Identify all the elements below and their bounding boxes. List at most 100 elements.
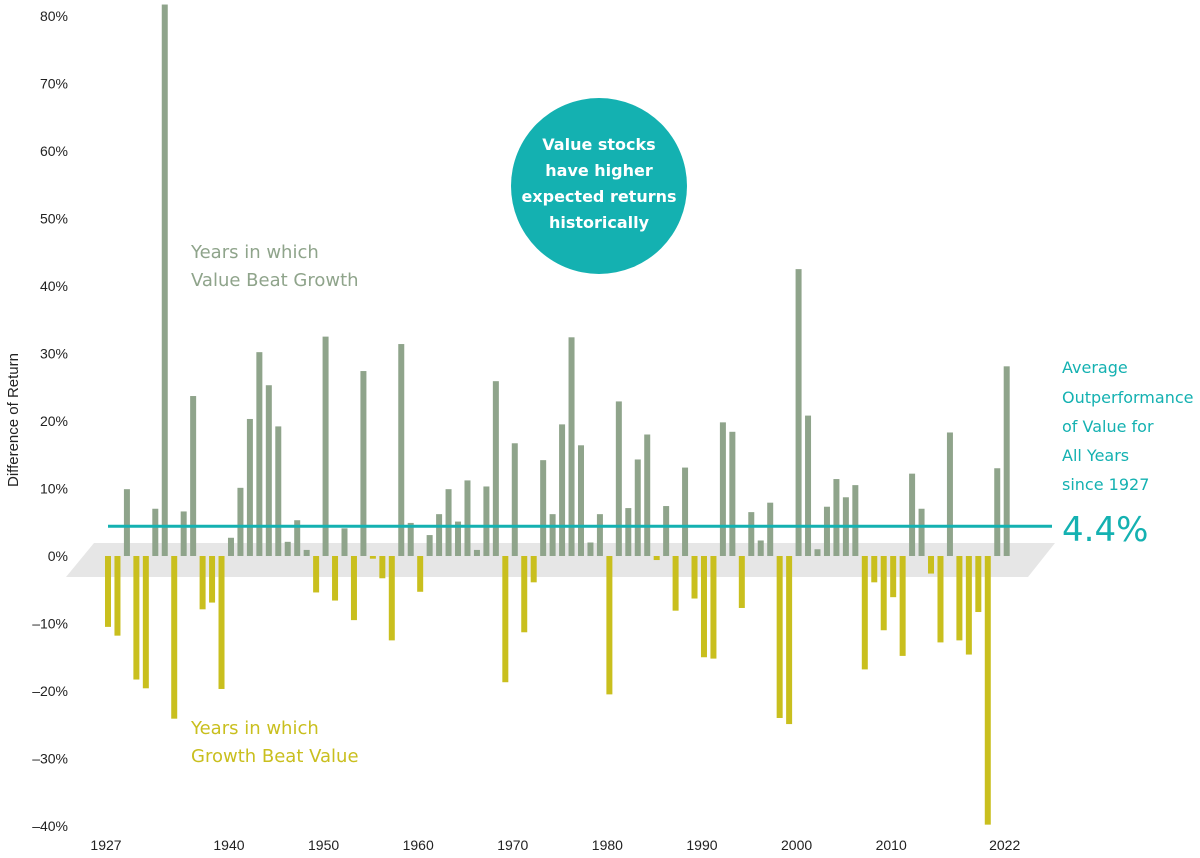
- bar-2020: [984, 556, 991, 825]
- bar-1946: [284, 541, 291, 556]
- y-axis-label: Difference of Return: [5, 353, 22, 487]
- bar-2019: [975, 556, 982, 613]
- bars: [105, 4, 1010, 825]
- bar-1963: [445, 489, 452, 556]
- bar-1956: [379, 556, 386, 579]
- bar-1949: [313, 556, 320, 593]
- value-beat-label-line2: Value Beat Growth: [191, 270, 359, 291]
- bar-1991: [710, 556, 717, 659]
- bar-1977: [578, 445, 584, 556]
- bar-1976: [568, 337, 575, 556]
- x-tick-label: 1970: [497, 837, 528, 853]
- bar-2006: [852, 485, 859, 556]
- bar-1978: [587, 542, 594, 556]
- y-tick-label: 20%: [40, 413, 68, 429]
- bar-1936: [190, 396, 197, 556]
- bar-1987: [672, 556, 679, 611]
- y-tick-label: 50%: [40, 211, 68, 227]
- y-axis-ticks: 80% 70% 60% 50% 40% 30% 20% 10% 0% –10% –20% –30% –4…: [32, 8, 68, 834]
- avg-label-line5: since 1927: [1062, 475, 1149, 494]
- bar-1971: [521, 556, 528, 633]
- avg-value: 4.4%: [1062, 510, 1148, 550]
- bar-1948: [303, 549, 310, 556]
- bar-1966: [473, 549, 480, 556]
- bar-1996: [757, 540, 764, 556]
- bar-1973: [540, 460, 547, 556]
- bar-2014: [928, 556, 935, 574]
- x-tick-label: 1950: [308, 837, 339, 853]
- bar-1999: [786, 556, 793, 725]
- bar-1992: [719, 422, 726, 556]
- y-tick-label: 0%: [48, 548, 68, 564]
- bar-1930: [133, 556, 140, 680]
- x-tick-label: 1980: [592, 837, 623, 853]
- bar-1967: [483, 486, 490, 556]
- bar-1968: [492, 381, 499, 556]
- bar-2007: [861, 556, 868, 670]
- bar-1995: [748, 512, 755, 556]
- bar-1945: [275, 426, 282, 556]
- bar-1927: [105, 556, 111, 627]
- x-tick-label: 2000: [781, 837, 812, 853]
- callout-circle: [511, 98, 687, 274]
- bar-1998: [776, 556, 783, 718]
- bar-1943: [256, 352, 263, 556]
- growth-beat-label-line2: Growth Beat Value: [191, 746, 359, 767]
- callout-line2: have higher: [545, 161, 653, 180]
- y-tick-label: 70%: [40, 76, 68, 92]
- bar-2022: [1003, 366, 1010, 556]
- bar-1944: [265, 385, 272, 556]
- bar-1979: [596, 514, 603, 556]
- bar-1952: [341, 528, 348, 556]
- x-tick-label: 1927: [90, 837, 121, 853]
- callout-line4: historically: [549, 213, 650, 232]
- bar-1997: [767, 502, 774, 556]
- bar-1941: [237, 487, 244, 556]
- callout-line3: expected returns: [521, 187, 676, 206]
- bar-1990: [700, 556, 707, 658]
- bar-1928: [114, 556, 121, 636]
- x-tick-label: 1990: [686, 837, 717, 853]
- bar-1947: [294, 520, 301, 556]
- bar-2011: [899, 556, 906, 656]
- avg-label-line1: Average: [1062, 358, 1128, 377]
- bar-1942: [246, 418, 253, 556]
- bar-1937: [199, 556, 206, 610]
- bar-2002: [814, 549, 821, 556]
- y-tick-label: –30%: [32, 751, 68, 767]
- y-tick-label: 40%: [40, 278, 68, 294]
- bar-1939: [218, 556, 225, 689]
- bar-1989: [691, 556, 698, 599]
- bar-2021: [994, 468, 1001, 556]
- y-tick-label: 10%: [40, 481, 68, 497]
- bar-1940: [227, 537, 234, 556]
- bar-1982: [625, 508, 632, 556]
- callout-line1: Value stocks: [542, 135, 655, 154]
- y-tick-label: 30%: [40, 346, 68, 362]
- bar-1935: [180, 511, 187, 556]
- bar-1969: [502, 556, 509, 683]
- y-tick-label: 60%: [40, 143, 68, 159]
- x-tick-label: 1960: [403, 837, 434, 853]
- bar-1955: [369, 556, 376, 559]
- bar-2001: [805, 415, 812, 556]
- bar-1965: [464, 480, 471, 556]
- bar-1929: [123, 489, 130, 556]
- y-tick-label: –20%: [32, 683, 68, 699]
- bar-1993: [729, 431, 736, 556]
- bar-1938: [209, 556, 216, 603]
- x-tick-label: 2010: [876, 837, 907, 853]
- bar-1986: [663, 506, 670, 556]
- bar-2016: [946, 432, 953, 556]
- bar-2009: [880, 556, 887, 631]
- bar-1950: [322, 336, 329, 556]
- y-tick-label: –10%: [32, 616, 68, 632]
- bar-1970: [511, 443, 518, 556]
- bar-1985: [653, 556, 660, 561]
- bar-1933: [161, 4, 168, 556]
- growth-beat-label-line1: Years in which: [190, 718, 319, 739]
- x-tick-label: 2022: [989, 837, 1020, 853]
- avg-label-line2: Outperformance: [1062, 388, 1193, 407]
- x-tick-label: 1940: [213, 837, 244, 853]
